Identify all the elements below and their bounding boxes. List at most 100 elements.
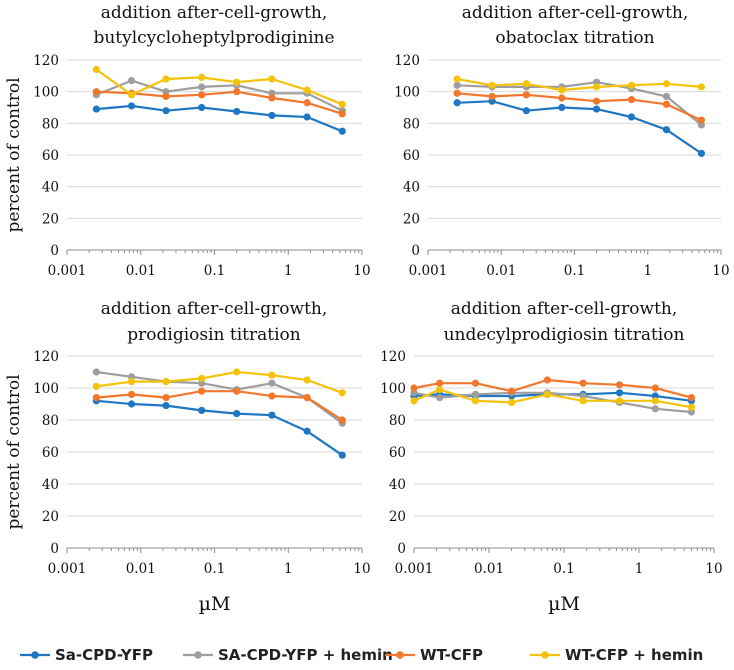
data-point-sa-cpd-yfp [627, 113, 636, 121]
data-point-wt-cfp [92, 394, 100, 402]
data-point-wt-cfp [543, 376, 551, 384]
data-point-wt-cfp-hemin [303, 376, 311, 384]
data-point-wt-cfp [592, 97, 601, 105]
data-point-wt-cfp-hemin [338, 389, 346, 397]
x-tick-label: 10 [705, 561, 722, 577]
data-point-sa-cpd-yfp-hemin [453, 81, 461, 89]
data-point-sa-cpd-yfp [198, 103, 206, 112]
data-point-sa-cpd-yfp [558, 103, 566, 112]
data-point-wt-cfp-hemin [162, 378, 170, 386]
data-point-sa-cpd-yfp [233, 410, 241, 418]
data-point-wt-cfp-hemin [198, 73, 206, 82]
legend-marker-wt-cfp-hemin [541, 651, 549, 659]
data-point-sa-cpd-yfp [303, 427, 311, 435]
data-point-wt-cfp-hemin [127, 378, 136, 386]
y-tick-label: 0 [397, 541, 406, 557]
data-point-wt-cfp-hemin [268, 371, 276, 379]
data-point-sa-cpd-yfp-hemin [471, 390, 480, 398]
data-point-wt-cfp-hemin [627, 81, 636, 89]
data-point-wt-cfp [303, 99, 311, 107]
y-tick-label: 120 [33, 53, 59, 69]
data-point-sa-cpd-yfp [522, 107, 530, 115]
y-tick-label: 100 [394, 85, 420, 101]
data-point-wt-cfp-hemin [303, 86, 311, 94]
data-point-wt-cfp [338, 416, 346, 424]
data-point-wt-cfp-hemin [410, 397, 418, 405]
y-tick-label: 80 [42, 116, 59, 132]
data-point-wt-cfp [627, 95, 636, 104]
series-line-wt-cfp [96, 390, 343, 421]
data-point-sa-cpd-yfp [127, 400, 136, 408]
x-tick-label: 0.001 [48, 561, 87, 577]
series-line-wt-cfp-hemin [95, 68, 343, 106]
chart-title-line: obatoclax titration [495, 28, 654, 48]
chart-title-line: addition after-cell-growth, [462, 3, 689, 23]
data-point-wt-cfp-hemin [662, 80, 671, 88]
y-tick-label: 0 [50, 541, 59, 557]
x-tick-label: 0.1 [564, 263, 585, 279]
data-point-wt-cfp [162, 394, 170, 402]
legend-label-sa-cpd-yfp-hemin: SA-CPD-YFP + hemin [218, 646, 393, 664]
data-point-sa-cpd-yfp [162, 107, 170, 115]
data-point-wt-cfp-hemin [687, 403, 696, 411]
chart-panel-4: addition after-cell-growth, undecylprodig… [380, 299, 722, 615]
data-point-wt-cfp [687, 394, 696, 402]
data-point-wt-cfp-hemin [697, 83, 705, 91]
data-point-wt-cfp [558, 94, 566, 102]
data-point-sa-cpd-yfp [303, 113, 311, 121]
data-point-wt-cfp-hemin [507, 398, 516, 406]
series-line-sa-cpd-yfp [96, 399, 343, 457]
data-point-wt-cfp-hemin [268, 75, 276, 83]
y-tick-label: 100 [33, 381, 59, 397]
data-point-wt-cfp-hemin [338, 100, 346, 108]
data-point-wt-cfp [268, 94, 276, 102]
x-tick-label: 0.01 [126, 561, 156, 577]
x-tick-label: 0.001 [48, 263, 87, 279]
x-tick-label: 0.001 [409, 263, 448, 279]
data-point-sa-cpd-yfp [338, 127, 346, 135]
series-line-sa-cpd-yfp-hemin [95, 79, 343, 112]
data-point-sa-cpd-yfp [233, 107, 241, 116]
y-axis-label: percent of control [4, 77, 24, 232]
y-tick-label: 0 [50, 243, 59, 259]
y-tick-label: 80 [42, 413, 59, 429]
data-point-wt-cfp [410, 384, 418, 392]
chart-title-line: undecylprodigiosin titration [444, 325, 685, 345]
data-point-sa-cpd-yfp [338, 451, 346, 459]
y-tick-label: 80 [403, 116, 420, 132]
series-line-wt-cfp-hemin [456, 77, 702, 92]
data-point-wt-cfp [651, 384, 659, 392]
y-tick-label: 0 [411, 243, 420, 259]
data-point-wt-cfp-hemin [471, 397, 480, 405]
legend-label-wt-cfp: WT-CFP [420, 646, 483, 664]
data-point-wt-cfp [303, 394, 311, 402]
x-axis-label: µM [199, 593, 231, 615]
x-tick-label: 1 [635, 561, 644, 577]
x-tick-label: 0.01 [474, 561, 504, 577]
data-point-wt-cfp [198, 91, 206, 99]
data-point-wt-cfp-hemin [453, 75, 461, 83]
data-point-wt-cfp [471, 379, 480, 387]
y-tick-label: 40 [389, 477, 406, 493]
data-point-sa-cpd-yfp [453, 99, 461, 107]
y-tick-label: 40 [403, 180, 420, 196]
data-point-sa-cpd-yfp-hemin [662, 92, 671, 101]
data-point-sa-cpd-yfp [615, 389, 624, 397]
y-tick-label: 20 [389, 509, 406, 525]
x-axis-label: µM [548, 593, 580, 615]
y-tick-label: 100 [380, 381, 406, 397]
chart-panel-2: addition after-cell-growth, obatoclax tit… [394, 3, 729, 279]
chart-title-line: prodigiosin titration [127, 325, 300, 345]
data-point-wt-cfp [338, 110, 346, 118]
data-point-wt-cfp [453, 89, 461, 97]
legend-label-wt-cfp-hemin: WT-CFP + hemin [565, 646, 703, 664]
series-line-sa-cpd-yfp [96, 104, 343, 133]
data-point-wt-cfp [522, 91, 530, 99]
y-tick-label: 40 [42, 477, 59, 493]
y-tick-label: 20 [42, 509, 59, 525]
y-tick-label: 120 [33, 349, 59, 365]
y-tick-label: 60 [42, 148, 59, 164]
data-point-sa-cpd-yfp [697, 149, 705, 158]
data-point-sa-cpd-yfp [268, 111, 276, 120]
data-point-wt-cfp-hemin [233, 78, 241, 86]
